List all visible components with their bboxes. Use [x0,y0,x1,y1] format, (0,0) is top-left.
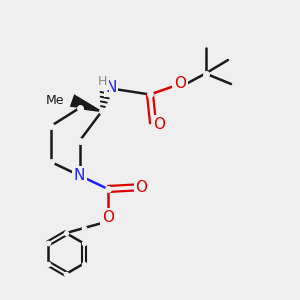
Polygon shape [70,94,102,111]
Text: N: N [74,168,85,183]
Text: N: N [74,168,85,183]
Text: O: O [174,76,186,92]
Text: H: H [99,76,108,90]
Text: Me: Me [46,94,64,107]
Text: O: O [102,210,114,225]
Text: O: O [154,117,166,132]
Text: O: O [102,210,114,225]
Text: N: N [105,80,117,95]
Text: O: O [174,76,186,92]
Text: O: O [136,180,148,195]
Text: O: O [136,180,148,195]
Text: H: H [98,75,108,88]
Text: O: O [154,117,166,132]
Text: N: N [105,80,117,95]
